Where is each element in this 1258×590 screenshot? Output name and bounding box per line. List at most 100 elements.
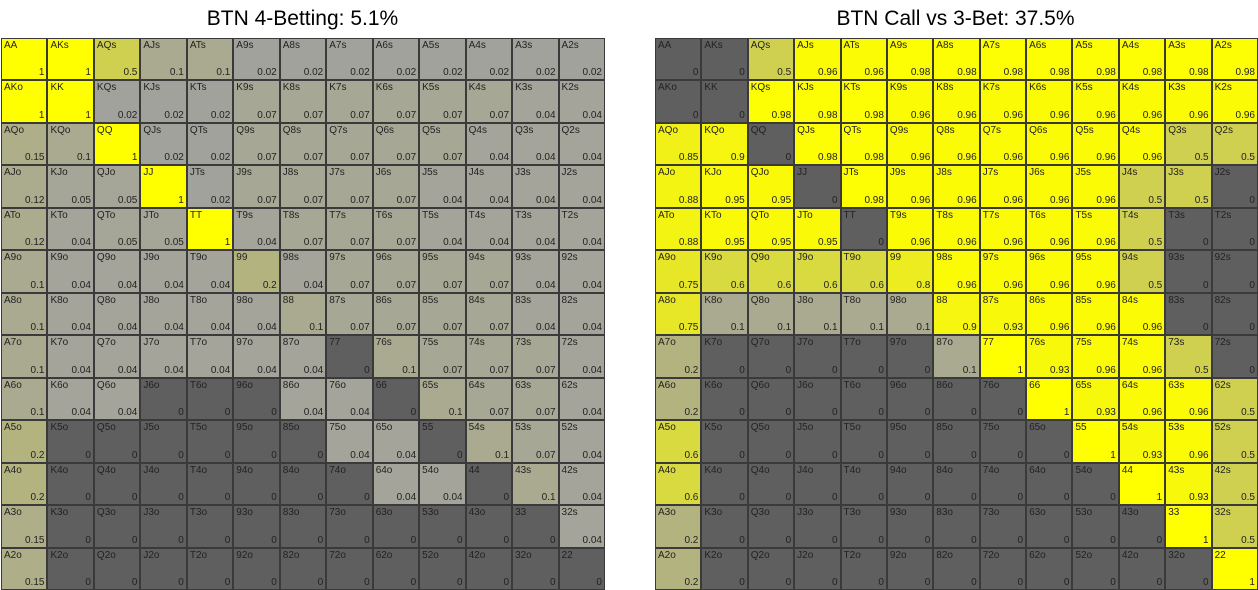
hand-cell: Q2s 0.5 [1211, 122, 1258, 166]
frequency-label: 1 [1249, 576, 1255, 588]
hand-label: 42s [1214, 464, 1231, 476]
hand-label: 66 [1029, 379, 1041, 391]
frequency-label: 0 [131, 449, 138, 461]
hand-label: 95o [236, 422, 253, 434]
hand-label: JTs [843, 167, 859, 179]
hand-cell: ATo 0.12 [1, 207, 48, 251]
hand-label: QJo [750, 167, 770, 179]
hand-label: 76o [982, 379, 1000, 391]
frequency-label: 0.04 [396, 449, 417, 461]
hand-label: AA [4, 40, 18, 51]
hand-cell: AKo 1 [1, 80, 48, 123]
frequency-label: 0 [831, 449, 838, 461]
frequency-label: 0 [971, 407, 977, 419]
frequency-label: 0 [224, 407, 231, 419]
hand-cell: AKo 0 [655, 80, 702, 123]
frequency-label: 0.98 [864, 152, 884, 164]
frequency-label: 0 [785, 364, 792, 376]
frequency-label: 0.2 [684, 534, 699, 546]
hand-label: T7s [982, 209, 1000, 221]
hand-cell: K4s 0.96 [1118, 80, 1166, 123]
hand-label: J8s [936, 167, 952, 179]
hand-label: KK [704, 82, 718, 94]
hand-label: 63o [375, 507, 393, 519]
frequency-label: 0 [503, 492, 510, 504]
frequency-label: 0.04 [71, 279, 91, 291]
hand-cell: Q6o 0.04 [93, 377, 141, 421]
frequency-label: 0 [1203, 576, 1209, 588]
hand-label: ATs [843, 40, 860, 51]
hand-cell: 97o 0.04 [233, 335, 280, 378]
hand-label: Q8o [750, 294, 770, 306]
hand-label: 94s [468, 252, 485, 264]
frequency-label: 0.04 [536, 152, 556, 164]
hand-label: Q8s [936, 124, 955, 136]
hand-label: 92s [1214, 252, 1231, 264]
frequency-label: 0.96 [1096, 237, 1116, 249]
hand-cell: 74o 0 [326, 462, 373, 506]
hand-label: 72o [329, 549, 346, 561]
frequency-label: 0 [224, 576, 231, 588]
hand-cell: 76o 0.04 [326, 377, 373, 421]
hand-cell: K8s 0.96 [933, 80, 980, 123]
hand-label: 88 [282, 294, 294, 306]
frequency-label: 0.1 [30, 279, 45, 291]
frequency-label: 0.04 [582, 534, 602, 546]
hand-label: 76s [1029, 337, 1046, 349]
hand-cell: T4o 0 [840, 462, 887, 506]
hand-cell: Q5s 0.96 [1072, 122, 1119, 166]
frequency-label: 0.04 [71, 322, 91, 334]
frequency-label: 0 [739, 109, 745, 121]
frequency-label: 0 [831, 364, 838, 376]
frequency-label: 0.04 [117, 364, 138, 376]
hand-label: QJs [143, 124, 162, 136]
frequency-label: 0.2 [684, 364, 699, 376]
hand-label: T5o [189, 422, 208, 434]
frequency-label: 0.93 [1189, 492, 1209, 504]
hand-label: QTo [750, 209, 770, 221]
hand-label: 74o [982, 464, 1000, 476]
hand-label: A3o [4, 507, 22, 519]
frequency-label: 0.04 [350, 449, 370, 461]
hand-label: 97o [889, 337, 907, 349]
frequency-label: 0 [1063, 576, 1070, 588]
hand-cell: K9s 0.96 [886, 80, 934, 123]
hand-cell: 22 0 [558, 547, 605, 590]
hand-label: 54s [468, 422, 485, 434]
hand-label: 96o [889, 379, 907, 391]
hand-cell: QTs 0.02 [186, 122, 234, 166]
hand-cell: J3s 0.04 [512, 165, 559, 208]
frequency-label: 0.04 [117, 322, 138, 334]
hand-label: T3o [189, 507, 208, 519]
hand-cell: 63s 0.96 [1165, 377, 1212, 421]
hand-label: 87s [329, 294, 346, 306]
frequency-label: 0 [924, 534, 931, 546]
hand-cell: 92s 0 [1211, 250, 1258, 293]
hand-label: 53o [1075, 507, 1093, 519]
hand-label: A4o [658, 464, 676, 476]
hand-label: 86o [936, 379, 953, 391]
frequency-label: 0 [878, 364, 884, 376]
hand-cell: 76o 0 [979, 377, 1027, 421]
hand-cell: A5o 0.6 [655, 420, 702, 463]
frequency-label: 0 [878, 492, 884, 504]
hand-cell: T7o 0.04 [186, 335, 234, 378]
hand-cell: K7o 0 [701, 335, 748, 378]
hand-label: K6o [704, 379, 723, 391]
frequency-label: 0.96 [957, 152, 977, 164]
frequency-label: 0 [831, 407, 838, 419]
frequency-label: 0.96 [957, 109, 977, 121]
hand-cell: 74o 0 [979, 462, 1027, 506]
hand-label: 75o [329, 422, 346, 434]
hand-cell: 43s 0.1 [512, 462, 559, 506]
hand-cell: 54s 0.1 [465, 420, 513, 463]
frequency-label: 0.02 [303, 67, 324, 79]
hand-cell: K4o 0 [47, 462, 94, 506]
hand-cell: 76s 0.1 [372, 335, 420, 378]
hand-cell: T7s 0.07 [326, 207, 373, 251]
hand-cell: T9s 0.04 [233, 207, 280, 251]
frequency-label: 1 [224, 237, 231, 249]
hand-label: K4s [1121, 82, 1140, 94]
frequency-label: 0.04 [117, 279, 138, 291]
frequency-label: 0.04 [582, 322, 602, 334]
